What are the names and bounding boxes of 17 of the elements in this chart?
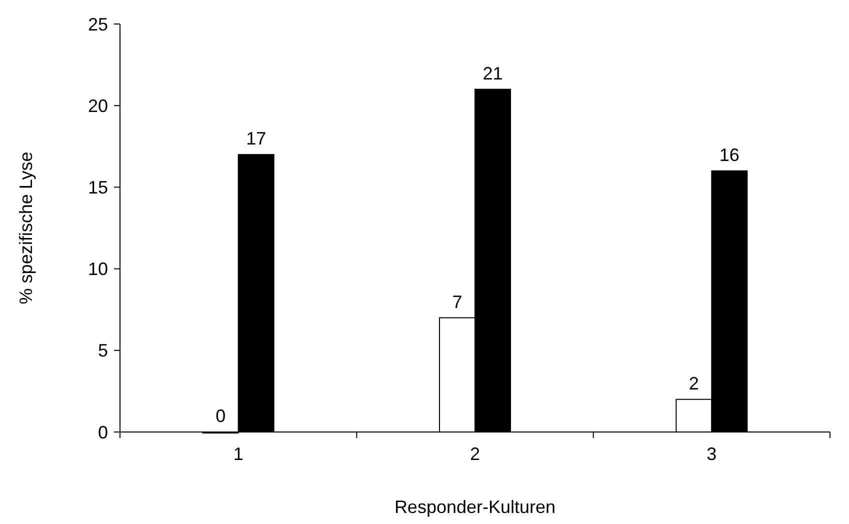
x-tick-label: 2 [470, 444, 480, 464]
y-axis-title: % spezifische Lyse [16, 152, 36, 304]
x-tick-label: 3 [706, 444, 717, 464]
data-label: 21 [482, 63, 503, 84]
data-label: 16 [719, 144, 740, 165]
x-tick-label: 1 [233, 444, 244, 464]
data-label: 17 [246, 128, 266, 149]
y-tick-label: 15 [88, 178, 108, 198]
x-axis-title: Responder-Kulturen [394, 497, 556, 517]
data-label: 2 [688, 373, 699, 394]
y-tick-label: 20 [88, 96, 108, 116]
y-tick-label: 5 [98, 340, 108, 361]
data-label: 7 [452, 292, 462, 312]
y-tick-label: 0 [98, 422, 108, 442]
y-tick-label: 10 [88, 259, 108, 280]
data-label: 0 [216, 406, 226, 426]
y-tick-label: 25 [88, 14, 108, 34]
